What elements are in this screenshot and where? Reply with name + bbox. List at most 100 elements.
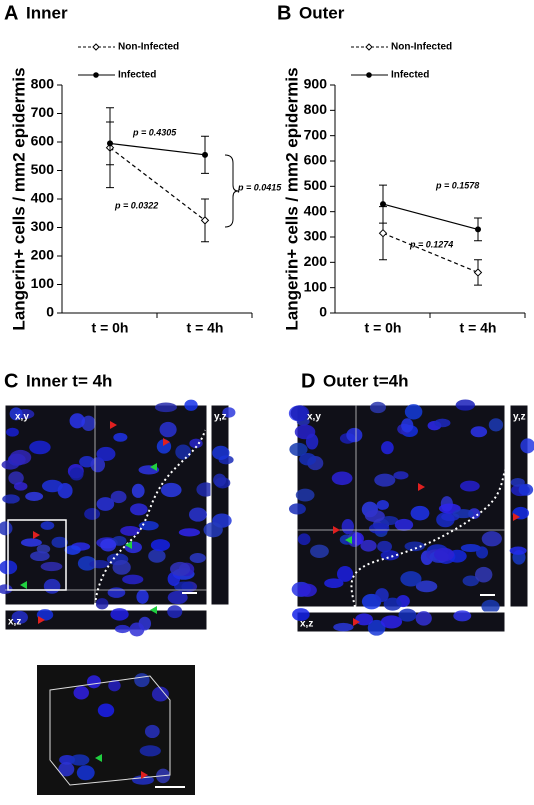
nucleus	[488, 418, 504, 432]
p-value: p = 0.0322	[114, 200, 158, 210]
x-tick-label: t = 0h	[92, 320, 129, 336]
nucleus	[170, 561, 191, 576]
nucleus	[134, 673, 150, 688]
view-label: x,y	[307, 412, 321, 423]
nucleus	[351, 532, 364, 545]
nucleus	[43, 578, 61, 594]
y-tick-label: 800	[31, 76, 55, 92]
y-axis-label: Langerin+ cells / mm2 epidermis	[9, 67, 28, 330]
panel-label: D	[301, 370, 315, 392]
nucleus	[129, 622, 145, 637]
nucleus	[6, 427, 19, 437]
nucleus	[113, 432, 128, 442]
y-tick-label: 100	[304, 278, 328, 294]
p-value: p = 0.1274	[409, 239, 453, 249]
nucleus	[367, 619, 386, 636]
panel-title: Inner t= 4h	[26, 371, 112, 390]
nucleus	[290, 405, 310, 422]
nucleus	[100, 538, 117, 552]
nucleus	[40, 561, 63, 572]
nucleus	[13, 482, 28, 491]
nucleus	[452, 509, 474, 519]
nucleus	[288, 503, 306, 515]
data-point	[378, 228, 388, 238]
nucleus	[222, 407, 236, 418]
nucleus	[178, 528, 201, 537]
zoom-box	[7, 519, 67, 591]
nucleus	[460, 480, 480, 492]
nucleus	[434, 418, 451, 428]
nucleus	[460, 543, 481, 553]
nucleus	[355, 613, 373, 626]
nucleus	[188, 507, 207, 522]
nucleus	[110, 608, 129, 621]
nucleus	[138, 520, 159, 531]
nucleus	[196, 482, 216, 497]
chart-title: Inner	[26, 3, 68, 22]
nucleus	[376, 500, 389, 510]
nucleus	[481, 599, 500, 614]
nucleus	[337, 566, 354, 582]
nucleus	[151, 686, 169, 702]
nucleus	[69, 413, 85, 429]
y-tick-label: 400	[31, 190, 55, 206]
arrowhead	[418, 483, 425, 491]
nucleus	[69, 754, 90, 766]
nucleus	[8, 471, 24, 485]
nucleus	[203, 522, 223, 538]
nucleus	[374, 473, 396, 487]
arrowhead	[95, 754, 102, 762]
nucleus	[174, 581, 194, 592]
view-label: x,y	[15, 412, 29, 423]
nucleus	[110, 490, 127, 504]
panel-label: B	[277, 2, 291, 24]
legend-marker	[366, 72, 372, 78]
data-point	[200, 216, 210, 225]
nucleus	[189, 438, 203, 449]
series-line	[109, 142, 206, 156]
arrowhead	[38, 616, 45, 624]
legend-marker	[93, 72, 99, 78]
chart-title: Outer	[299, 3, 345, 22]
legend-label: Non-Infected	[118, 42, 179, 53]
nucleus	[380, 615, 403, 629]
nucleus	[136, 589, 149, 604]
nucleus	[433, 547, 455, 562]
nucleus	[377, 540, 392, 553]
nucleus	[299, 453, 317, 466]
nucleus	[77, 556, 97, 571]
nucleus	[0, 584, 13, 594]
arrowhead	[353, 618, 360, 626]
nucleus	[453, 610, 472, 622]
nucleus	[144, 724, 160, 739]
y-tick-label: 800	[304, 101, 328, 117]
nucleus	[97, 703, 115, 718]
p-value: p = 0.1578	[435, 180, 479, 190]
nucleus	[346, 427, 363, 443]
nucleus	[518, 483, 534, 496]
nucleus	[9, 449, 32, 465]
nucleus	[20, 538, 42, 547]
y-tick-label: 700	[304, 126, 328, 142]
nucleus	[69, 467, 84, 481]
image-view	[509, 404, 529, 608]
view-label: x,z	[300, 619, 313, 630]
nucleus	[40, 521, 55, 530]
nucleus	[112, 559, 131, 575]
x-tick-label: t = 4h	[187, 320, 224, 336]
y-tick-label: 0	[319, 304, 327, 320]
view-label: y,z	[513, 412, 526, 423]
legend-marker	[92, 43, 100, 51]
y-tick-label: 500	[304, 177, 328, 193]
nucleus	[167, 605, 183, 619]
nucleus	[470, 426, 488, 438]
nucleus	[333, 622, 354, 632]
nucleus	[360, 539, 377, 552]
y-axis-label: Langerin+ cells / mm2 epidermis	[282, 67, 301, 330]
x-tick-label: t = 4h	[460, 320, 497, 336]
nucleus	[29, 440, 51, 455]
boundary	[94, 429, 206, 606]
y-tick-label: 600	[304, 152, 328, 168]
y-tick-label: 200	[31, 247, 55, 263]
nucleus	[292, 608, 310, 621]
